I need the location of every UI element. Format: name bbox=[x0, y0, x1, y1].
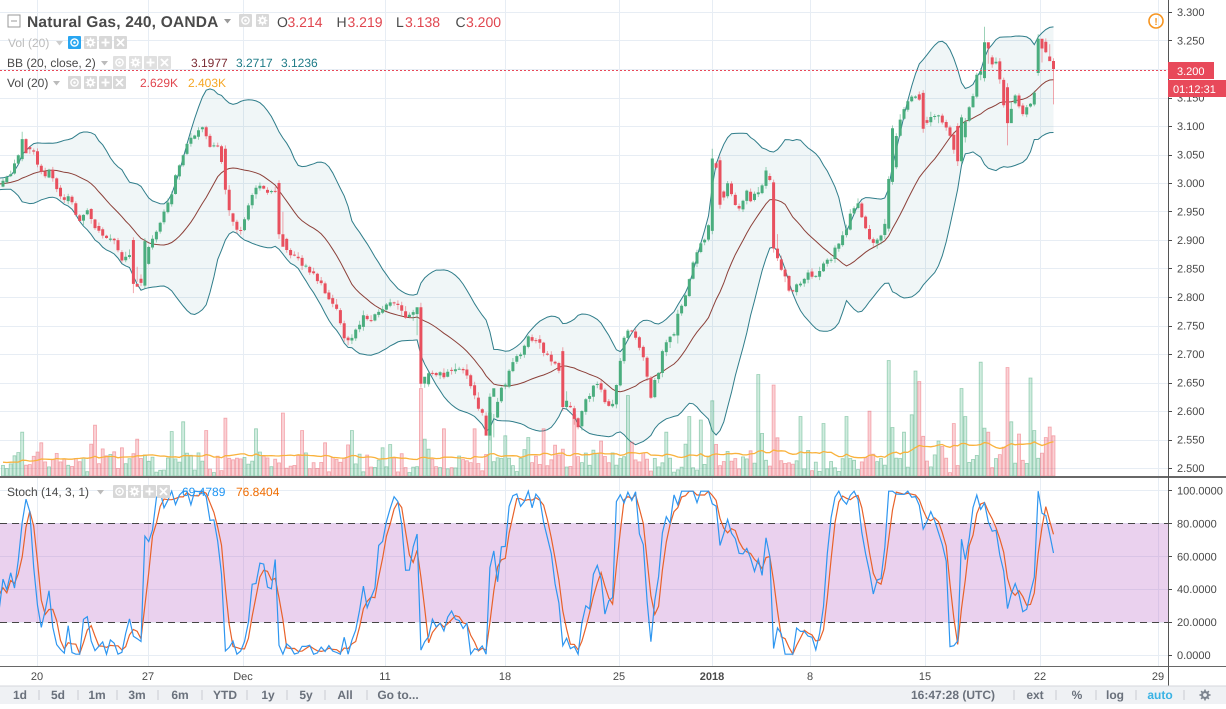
svg-text:27: 27 bbox=[142, 671, 154, 683]
svg-text:76.8404: 76.8404 bbox=[236, 485, 280, 499]
svg-text:3.050: 3.050 bbox=[1177, 150, 1205, 162]
svg-text:2.800: 2.800 bbox=[1177, 292, 1205, 304]
svg-text:2.650: 2.650 bbox=[1177, 378, 1205, 390]
svg-text:60.0000: 60.0000 bbox=[1177, 551, 1217, 563]
svg-text:5y: 5y bbox=[299, 688, 313, 702]
svg-text:YTD: YTD bbox=[213, 688, 237, 702]
svg-text:2.950: 2.950 bbox=[1177, 207, 1205, 219]
svg-text:H: H bbox=[337, 14, 347, 30]
svg-text:2.900: 2.900 bbox=[1177, 235, 1205, 247]
svg-text:C: C bbox=[456, 14, 466, 30]
svg-text:80.0000: 80.0000 bbox=[1177, 518, 1217, 530]
svg-text:1y: 1y bbox=[261, 688, 275, 702]
svg-text:3.000: 3.000 bbox=[1177, 178, 1205, 190]
svg-text:log: log bbox=[1106, 688, 1124, 702]
svg-text:2018: 2018 bbox=[700, 671, 724, 683]
svg-text:L: L bbox=[396, 14, 404, 30]
svg-text:Go to...: Go to... bbox=[377, 688, 418, 702]
svg-text:3.100: 3.100 bbox=[1177, 121, 1205, 133]
svg-text:6m: 6m bbox=[171, 688, 188, 702]
svg-text:Vol (20): Vol (20) bbox=[8, 36, 49, 50]
svg-text:2.850: 2.850 bbox=[1177, 264, 1205, 276]
svg-text:2.750: 2.750 bbox=[1177, 321, 1205, 333]
svg-text:!: ! bbox=[1154, 17, 1157, 28]
svg-text:Dec: Dec bbox=[233, 671, 253, 683]
svg-text:BB (20, close, 2): BB (20, close, 2) bbox=[7, 56, 96, 70]
svg-text:1d: 1d bbox=[13, 688, 27, 702]
svg-text:100.0000: 100.0000 bbox=[1177, 486, 1223, 498]
svg-text:8: 8 bbox=[807, 671, 813, 683]
svg-text:29: 29 bbox=[1152, 671, 1164, 683]
svg-text:Stoch (14, 3, 1): Stoch (14, 3, 1) bbox=[7, 485, 89, 499]
svg-text:20: 20 bbox=[31, 671, 43, 683]
svg-text:3.214: 3.214 bbox=[288, 14, 323, 30]
svg-text:ext: ext bbox=[1026, 688, 1043, 702]
svg-text:2.550: 2.550 bbox=[1177, 435, 1205, 447]
svg-text:%: % bbox=[1072, 688, 1083, 702]
svg-text:15: 15 bbox=[919, 671, 931, 683]
svg-text:3.219: 3.219 bbox=[348, 14, 383, 30]
svg-text:Natural Gas, 240, OANDA: Natural Gas, 240, OANDA bbox=[27, 14, 219, 31]
svg-text:3.300: 3.300 bbox=[1177, 7, 1205, 19]
svg-text:0.0000: 0.0000 bbox=[1177, 650, 1211, 662]
svg-text:3.2717: 3.2717 bbox=[236, 56, 273, 70]
svg-text:22: 22 bbox=[1034, 671, 1046, 683]
svg-text:3.138: 3.138 bbox=[405, 14, 440, 30]
svg-text:2.600: 2.600 bbox=[1177, 406, 1205, 418]
svg-text:All: All bbox=[337, 688, 352, 702]
svg-text:18: 18 bbox=[499, 671, 511, 683]
svg-text:2.500: 2.500 bbox=[1177, 463, 1205, 475]
svg-text:2.629K: 2.629K bbox=[140, 76, 178, 90]
svg-text:16:47:28 (UTC): 16:47:28 (UTC) bbox=[911, 688, 995, 702]
svg-text:20.0000: 20.0000 bbox=[1177, 617, 1217, 629]
svg-text:11: 11 bbox=[379, 671, 390, 683]
svg-text:3.200: 3.200 bbox=[466, 14, 501, 30]
svg-text:O: O bbox=[277, 14, 288, 30]
svg-text:69.4789: 69.4789 bbox=[182, 485, 226, 499]
svg-text:3m: 3m bbox=[128, 688, 145, 702]
svg-text:3.1236: 3.1236 bbox=[281, 56, 318, 70]
svg-text:2.700: 2.700 bbox=[1177, 349, 1205, 361]
svg-text:2.403K: 2.403K bbox=[188, 76, 226, 90]
svg-text:Vol (20): Vol (20) bbox=[7, 76, 48, 90]
svg-text:1m: 1m bbox=[88, 688, 105, 702]
svg-text:3.200: 3.200 bbox=[1177, 66, 1205, 78]
svg-text:3.1977: 3.1977 bbox=[191, 56, 228, 70]
svg-text:5d: 5d bbox=[51, 688, 65, 702]
svg-text:01:12:31: 01:12:31 bbox=[1173, 84, 1216, 96]
svg-text:auto: auto bbox=[1147, 688, 1172, 702]
svg-text:40.0000: 40.0000 bbox=[1177, 584, 1217, 596]
svg-text:25: 25 bbox=[613, 671, 625, 683]
svg-text:3.250: 3.250 bbox=[1177, 36, 1205, 48]
